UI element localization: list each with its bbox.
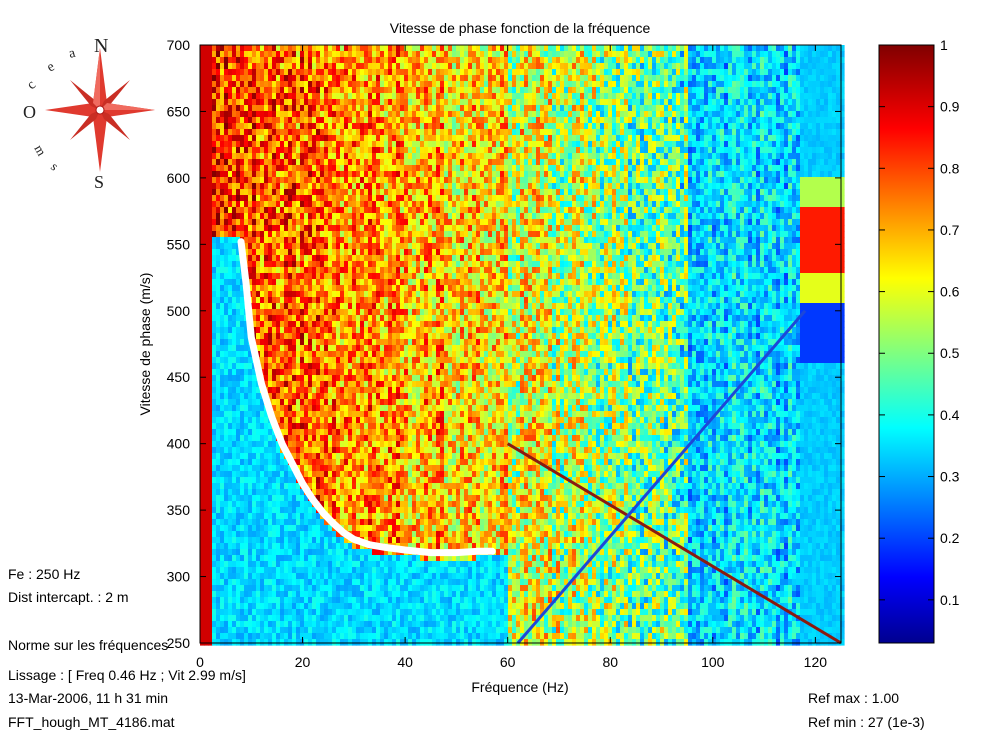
y-tick-label: 550 [167,236,191,252]
colorbar [878,44,935,644]
ref-min-text: Ref min : 27 (1e-3) [808,714,925,730]
logo-letter-m: m [31,142,49,158]
aliased-line-2 [516,309,807,644]
colorbar-tick-label: 0.6 [940,284,960,300]
compass-rose-icon [45,48,155,172]
filename-text: FFT_hough_MT_4186.mat [8,714,175,730]
y-tick-label: 600 [167,170,191,186]
x-tick-label: 100 [701,654,725,670]
x-tick-label: 40 [397,654,413,670]
y-tick-label: 350 [167,502,191,518]
x-axis: 0 20 40 60 80 100 120 [196,45,827,670]
logo-letter-e: e [45,59,58,75]
x-tick-label: 80 [602,654,618,670]
colorbar-tick-label: 0.1 [940,592,960,608]
chart-title: Vitesse de phase fonction de la fréquenc… [390,20,651,36]
y-tick-label: 700 [167,37,191,53]
colorbar-tick-label: 0.9 [940,99,960,115]
y-tick-label: 300 [167,569,191,585]
x-tick-label: 120 [804,654,828,670]
y-tick-label: 400 [167,436,191,452]
heatmap-image [200,45,845,646]
logo-letter-s2: s [48,159,62,174]
colorbar-ticks: 0.1 0.2 0.3 0.4 0.5 0.6 0.7 0.8 0.9 1 [879,37,960,608]
y-tick-label: 450 [167,369,191,385]
x-tick-label: 0 [196,654,204,670]
normalization-text: Norme sur les fréquences [8,637,169,653]
logo-letter-a: a [67,46,78,62]
dispersion-overlay [237,238,842,645]
colorbar-tick-label: 0.3 [940,469,960,485]
colorbar-tick-label: 0.8 [940,160,960,176]
dispersion-curve [237,238,496,557]
colorbar-tick-label: 0.5 [940,345,960,361]
x-tick-label: 60 [500,654,516,670]
logo-letter-o: O [23,102,36,122]
colorbar-tick-label: 0.2 [940,530,960,546]
y-axis: 250 300 350 400 450 500 550 600 650 700 [167,37,841,651]
y-tick-label: 650 [167,103,191,119]
y-tick-label: 500 [167,303,191,319]
colorbar-tick-label: 0.4 [940,407,960,423]
y-axis-label: Vitesse de phase (m/s) [137,273,153,416]
sensor-distance-text: Dist intercapt. : 2 m [8,589,129,605]
logo-letter-s: S [94,172,104,192]
logo-letter-c: c [24,78,39,93]
smoothing-text: Lissage : [ Freq 0.46 Hz ; Vit 2.99 m/s] [8,667,246,683]
sampling-frequency-text: Fe : 250 Hz [8,566,81,582]
date-text: 13-Mar-2006, 11 h 31 min [8,690,169,706]
aliased-line-1 [506,442,842,645]
colorbar-tick-label: 0.7 [940,222,960,238]
y-tick-label: 250 [167,635,191,651]
plot-frame [199,44,842,644]
x-tick-label: 20 [295,654,311,670]
ocean-ism-logo: N S O c e a s m [23,35,155,192]
ref-max-text: Ref max : 1.00 [808,690,900,706]
x-axis-label: Fréquence (Hz) [471,679,568,695]
colorbar-tick-label: 1 [940,37,948,53]
logo-letter-n: N [94,35,108,57]
